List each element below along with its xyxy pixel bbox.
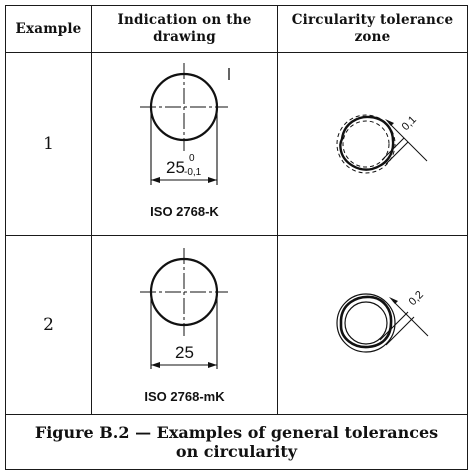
header-zone: Circularity tolerance zone bbox=[277, 5, 468, 53]
tolerance-zone-figure: 0,2 bbox=[336, 289, 429, 353]
zone-width-value: 0,1 bbox=[400, 114, 419, 133]
drawing-indication-cell: 25 0 -0,1 ISO 2768-K bbox=[91, 52, 278, 236]
tolerance-zone-figure: 0,1 bbox=[336, 114, 428, 174]
header-indication-line1: Indication on the bbox=[117, 12, 252, 28]
caption-line1: Figure B.2 — Examples of general toleran… bbox=[34, 423, 439, 442]
lower-deviation: -0,1 bbox=[184, 167, 202, 178]
caption-row: Figure B.2 — Examples of general toleran… bbox=[5, 414, 468, 470]
drawing-indication-figure: 25 0 -0,1 bbox=[140, 63, 230, 185]
header-example-label: Example bbox=[15, 20, 82, 37]
tolerance-zone-cell: 0,1 bbox=[277, 52, 468, 236]
example-number: 2 bbox=[5, 235, 92, 415]
figure-caption: Figure B.2 — Examples of general toleran… bbox=[5, 414, 468, 470]
header-indication: Indication on the drawing bbox=[91, 5, 278, 53]
dimension-value: 25 bbox=[175, 343, 194, 362]
header-zone-line1: Circularity tolerance bbox=[291, 12, 454, 28]
standard-reference: ISO 2768-mK bbox=[144, 389, 225, 404]
table-row: 1 25 bbox=[5, 52, 468, 236]
upper-deviation: 0 bbox=[189, 153, 195, 164]
actual-profile bbox=[339, 115, 395, 171]
drawing-indication-figure: 25 bbox=[140, 248, 228, 369]
dimension-value: 25 bbox=[166, 158, 185, 177]
standard-reference: ISO 2768-K bbox=[150, 204, 219, 219]
table-header-row: Example Indication on the drawing Circul… bbox=[5, 5, 468, 53]
caption-line2: on circularity bbox=[175, 442, 298, 461]
actual-profile bbox=[339, 295, 393, 349]
header-indication-line2: drawing bbox=[153, 29, 216, 45]
circularity-examples-table: Example Indication on the drawing Circul… bbox=[5, 5, 468, 470]
header-example: Example bbox=[5, 5, 92, 53]
example-number: 1 bbox=[5, 52, 92, 236]
header-zone-line2: zone bbox=[354, 29, 391, 45]
drawing-indication-cell: 25 ISO 2768-mK bbox=[91, 235, 278, 415]
tolerance-zone-cell: 0,2 bbox=[277, 235, 468, 415]
table-row: 2 25 ISO 2768-mK bbox=[5, 235, 468, 415]
zone-width-value: 0,2 bbox=[407, 289, 426, 308]
